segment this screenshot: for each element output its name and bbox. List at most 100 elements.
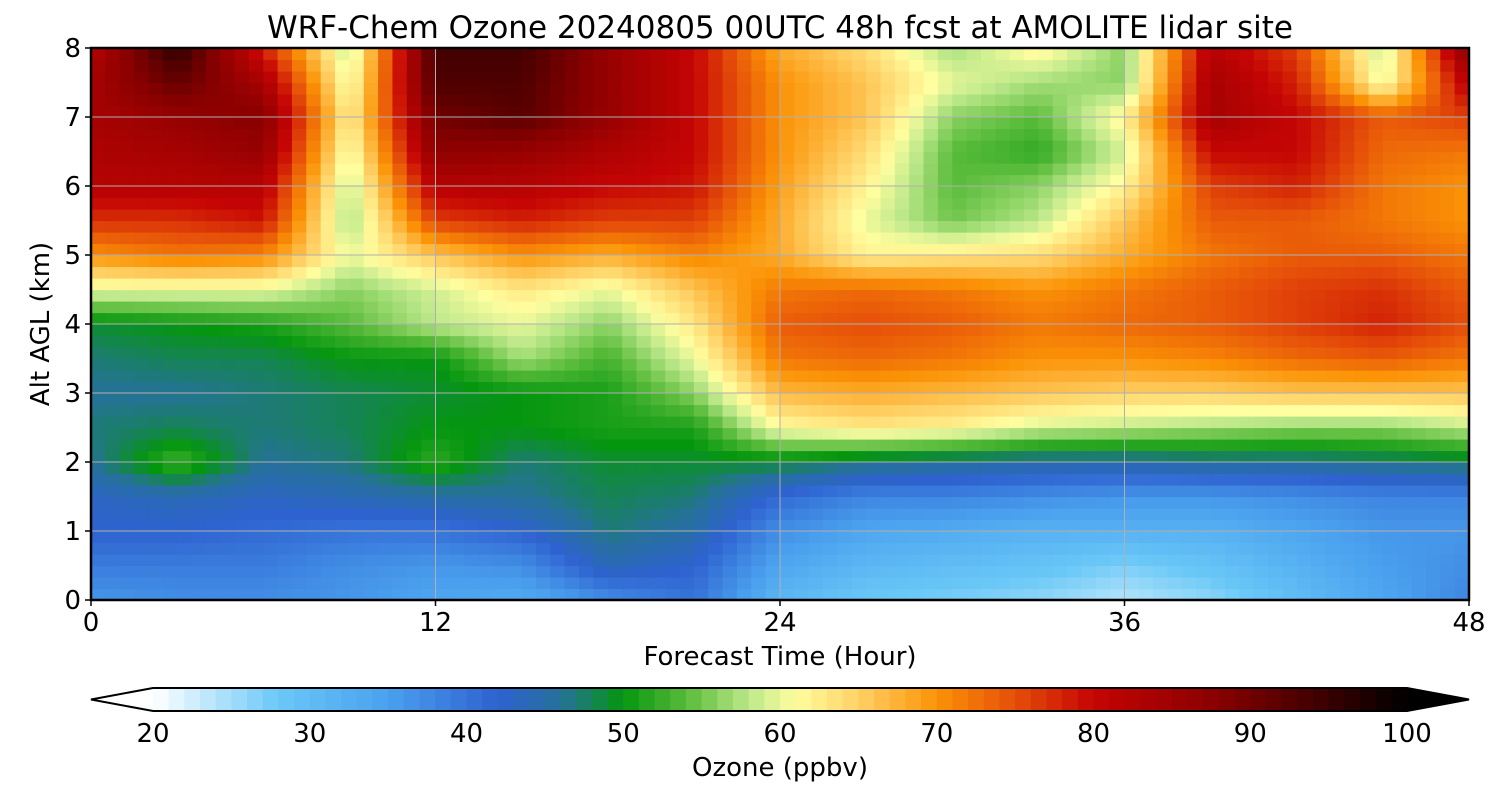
heatmap-cell <box>1253 186 1269 199</box>
heatmap-cell <box>1138 289 1154 302</box>
heatmap-cell <box>1210 565 1226 578</box>
heatmap-cell <box>665 186 681 199</box>
heatmap-cell <box>607 577 623 590</box>
heatmap-cell <box>909 565 925 578</box>
heatmap-cell <box>91 496 106 509</box>
heatmap-cell <box>722 381 738 394</box>
heatmap-cell <box>535 393 551 406</box>
heatmap-cell <box>1296 163 1312 176</box>
heatmap-cell <box>119 519 135 532</box>
heatmap-cell <box>593 140 609 153</box>
heatmap-cell <box>1440 266 1456 279</box>
heatmap-cell <box>291 94 307 107</box>
heatmap-cell <box>1110 588 1126 600</box>
heatmap-cell <box>665 289 681 302</box>
heatmap-cell <box>1296 128 1312 141</box>
heatmap-cell <box>1138 243 1154 256</box>
heatmap-cell <box>248 48 264 61</box>
heatmap-cell <box>91 289 106 302</box>
heatmap-cell <box>535 117 551 130</box>
heatmap-cell <box>1052 588 1068 600</box>
heatmap-cell <box>880 519 896 532</box>
heatmap-cell <box>980 71 996 84</box>
heatmap-cell <box>1224 577 1240 590</box>
heatmap-cell <box>1268 531 1283 544</box>
heatmap-cell <box>291 324 307 337</box>
heatmap-cell <box>923 381 939 394</box>
heatmap-cell <box>1440 381 1456 394</box>
heatmap-cell <box>320 554 336 567</box>
heatmap-cell <box>1167 485 1183 498</box>
heatmap-cell <box>708 404 724 417</box>
heatmap-cell <box>535 186 551 199</box>
heatmap-cell <box>636 404 652 417</box>
heatmap-cell <box>1038 450 1054 463</box>
heatmap-cell <box>995 174 1011 187</box>
heatmap-cell <box>378 209 394 222</box>
heatmap-cell <box>1425 278 1441 291</box>
heatmap-cell <box>837 462 853 475</box>
heatmap-cell <box>708 393 724 406</box>
heatmap-cell <box>937 209 953 222</box>
heatmap-cell <box>1024 565 1039 578</box>
heatmap-cell <box>234 519 250 532</box>
heatmap-cell <box>966 151 982 164</box>
heatmap-cell <box>277 243 293 256</box>
heatmap-cell <box>1009 140 1025 153</box>
heatmap-cell <box>1224 347 1240 360</box>
heatmap-cell <box>191 289 207 302</box>
heatmap-cell <box>1067 588 1083 600</box>
heatmap-cell <box>1052 519 1068 532</box>
heatmap-cell <box>1440 197 1456 210</box>
heatmap-cell <box>119 565 135 578</box>
heatmap-cell <box>1153 140 1169 153</box>
heatmap-cell <box>134 186 150 199</box>
colorbar-segment <box>435 688 452 711</box>
heatmap-cell <box>91 312 106 325</box>
heatmap-cell <box>1138 71 1154 84</box>
heatmap-cell <box>507 370 523 383</box>
heatmap-cell <box>162 393 178 406</box>
heatmap-cell <box>1440 278 1456 291</box>
heatmap-cell <box>722 220 738 233</box>
heatmap-cell <box>1382 48 1398 61</box>
heatmap-cell <box>995 427 1011 440</box>
heatmap-cell <box>378 243 394 256</box>
heatmap-cell <box>1239 151 1255 164</box>
heatmap-cell <box>1354 427 1370 440</box>
heatmap-cell <box>823 82 839 95</box>
heatmap-cell <box>823 450 839 463</box>
heatmap-cell <box>234 324 250 337</box>
colorbar-segment <box>309 688 326 711</box>
heatmap-cell <box>1181 71 1197 84</box>
heatmap-cell <box>1110 209 1126 222</box>
heatmap-cell <box>162 151 178 164</box>
heatmap-cell <box>593 232 609 245</box>
heatmap-cell <box>306 117 322 130</box>
heatmap-cell <box>248 324 264 337</box>
heatmap-cell <box>1110 358 1126 371</box>
heatmap-cell <box>248 370 264 383</box>
heatmap-cell <box>751 554 767 567</box>
heatmap-cell <box>1167 255 1183 268</box>
heatmap-cell <box>1425 266 1441 279</box>
heatmap-cell <box>335 462 350 475</box>
heatmap-cell <box>1124 71 1140 84</box>
heatmap-cell <box>105 71 121 84</box>
heatmap-cell <box>205 128 221 141</box>
heatmap-cell <box>478 105 494 118</box>
heatmap-cell <box>492 220 508 233</box>
heatmap-cell <box>248 462 264 475</box>
heatmap-cell <box>363 381 379 394</box>
heatmap-cell <box>679 554 695 567</box>
heatmap-cell <box>1210 519 1226 532</box>
heatmap-cell <box>464 105 480 118</box>
heatmap-cell <box>263 209 279 222</box>
heatmap-cell <box>780 197 795 210</box>
heatmap-cell <box>421 473 437 486</box>
heatmap-cell <box>535 71 551 84</box>
heatmap-cell <box>808 381 824 394</box>
heatmap-cell <box>478 416 494 429</box>
heatmap-cell <box>1296 209 1312 222</box>
heatmap-cell <box>1339 140 1355 153</box>
